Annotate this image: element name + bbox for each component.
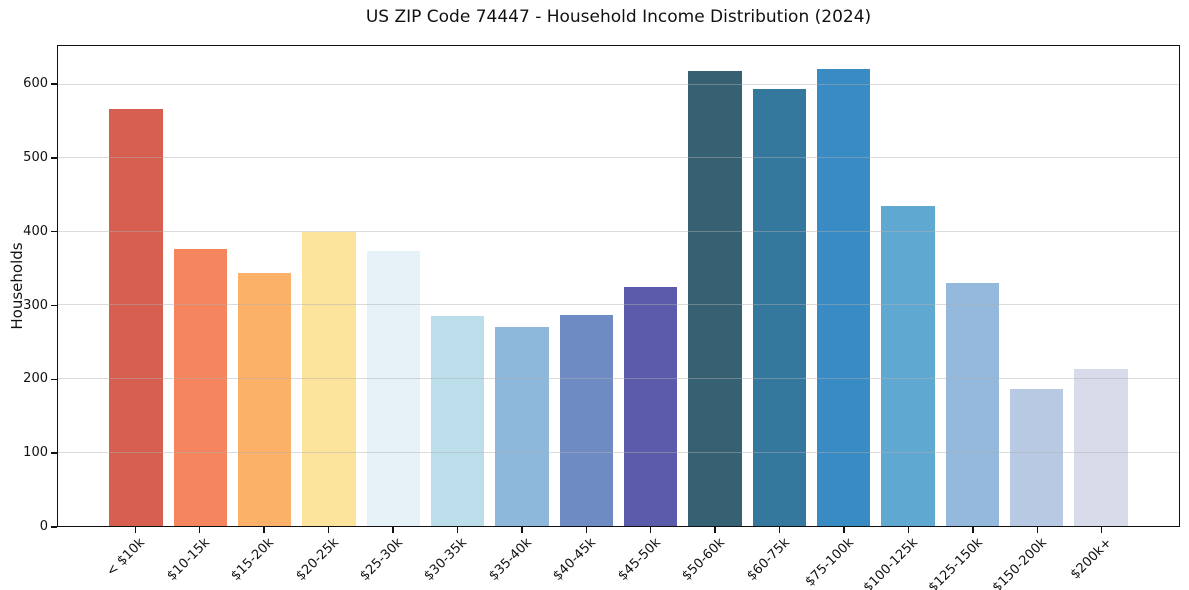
y-tick-mark	[51, 157, 57, 159]
bar-200k	[1074, 368, 1128, 526]
bar-slot	[747, 46, 811, 526]
x-tick-mark	[972, 527, 974, 533]
bar-25-30k	[366, 251, 421, 526]
x-tick-mark	[1036, 527, 1039, 533]
bar-slot	[554, 46, 618, 526]
bar-50-60k	[688, 71, 742, 526]
bar-slot	[104, 46, 168, 526]
y-tick-label-200: 200	[23, 371, 48, 387]
bar-slot	[490, 46, 554, 526]
y-tick-mark	[51, 83, 57, 85]
y-tick-label-100: 100	[23, 445, 48, 461]
x-tick-mark	[327, 527, 330, 533]
bar-100-125k	[881, 205, 935, 526]
y-tick-mark	[51, 231, 57, 233]
x-tick-mark	[585, 527, 587, 533]
bar-slot	[811, 46, 875, 526]
bar-125-150k	[945, 283, 999, 526]
y-tick-mark	[51, 378, 57, 381]
x-tick-label-10k: < $10k	[104, 535, 149, 580]
y-tick-label-500: 500	[23, 149, 48, 165]
bar-10k	[109, 109, 163, 526]
y-tick-mark	[51, 452, 57, 454]
bar-slot	[1004, 46, 1068, 526]
x-tick-mark	[1101, 527, 1103, 533]
x-tick-mark	[263, 527, 265, 533]
bar-slot	[1069, 46, 1133, 526]
x-tick-mark	[714, 527, 716, 533]
chart-title: US ZIP Code 74447 - Household Income Dis…	[365, 7, 872, 27]
bar-slot	[168, 46, 232, 526]
bar-30-35k	[431, 315, 485, 526]
bar-slot	[297, 46, 361, 526]
y-tick-label-300: 300	[23, 297, 48, 313]
bar-35-40k	[495, 326, 549, 526]
y-tick-mark	[51, 526, 57, 528]
bar-40-45k	[559, 315, 614, 526]
bar-slot	[233, 46, 297, 526]
x-tick-mark	[843, 527, 845, 533]
y-tick-label-400: 400	[23, 223, 48, 239]
y-tick-label-600: 600	[23, 76, 48, 92]
x-tick-mark	[778, 527, 781, 533]
bar-slot	[876, 46, 940, 526]
y-tick-mark	[51, 304, 57, 307]
bar-slot	[940, 46, 1004, 526]
bars-container	[58, 46, 1179, 526]
y-tick-label-0: 0	[39, 519, 48, 534]
bar-60-75k	[752, 89, 806, 526]
bar-slot	[683, 46, 747, 526]
x-tick-mark	[198, 527, 201, 533]
bar-slot	[426, 46, 490, 526]
bar-slot	[619, 46, 683, 526]
x-tick-mark	[456, 527, 459, 533]
bar-slot	[361, 46, 425, 526]
bar-10-15k	[173, 248, 228, 526]
bar-75-100k	[816, 68, 871, 526]
x-tick-mark	[134, 527, 136, 533]
x-tick-mark	[392, 527, 394, 533]
plot-area	[57, 45, 1180, 527]
bar-45-50k	[623, 287, 678, 526]
bar-150-200k	[1009, 388, 1064, 526]
x-tick-mark	[907, 527, 910, 533]
x-tick-mark	[521, 527, 523, 533]
x-tick-mark	[650, 527, 652, 533]
bar-20-25k	[302, 231, 356, 526]
bar-15-20k	[238, 273, 292, 526]
